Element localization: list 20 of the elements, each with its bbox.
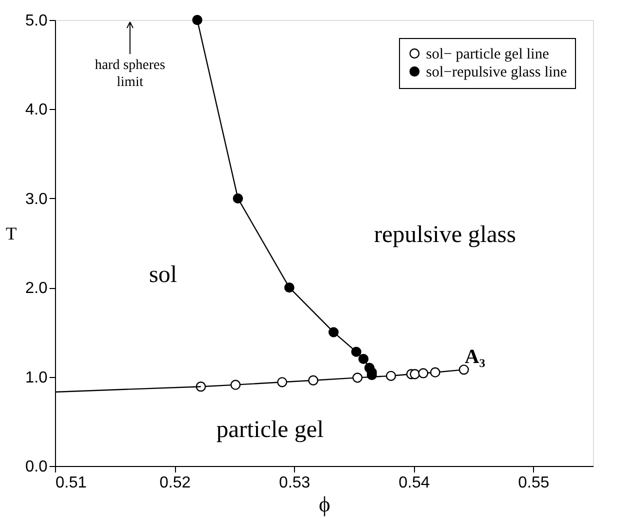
y-tick-label: 1.0	[25, 369, 48, 386]
annotation: A₃	[464, 346, 486, 368]
y-tick-label: 5.0	[25, 12, 48, 30]
x-tick-label: 0.51	[56, 474, 87, 492]
x-tick-label: 0.54	[398, 474, 430, 492]
y-tick-label: 0.0	[25, 458, 48, 476]
y-tick-label: 3.0	[25, 190, 48, 208]
x-tick-label: 0.52	[159, 474, 191, 492]
annotation: particle gel	[216, 417, 324, 443]
annotation: repulsive glass	[374, 222, 516, 248]
legend-label: sol−repulsive glass line	[426, 64, 568, 80]
y-axis-title: T	[6, 224, 17, 244]
y-tick-label: 2.0	[25, 280, 48, 298]
annotation: hard spheres limit	[94, 58, 166, 90]
x-tick-label: 0.53	[279, 474, 310, 492]
legend-label: sol− particle gel line	[426, 46, 550, 62]
y-tick-label: 4.0	[25, 102, 48, 119]
x-axis-title: ϕ	[318, 492, 330, 516]
x-tick-label: 0.55	[518, 474, 550, 492]
annotation: sol	[148, 262, 178, 288]
